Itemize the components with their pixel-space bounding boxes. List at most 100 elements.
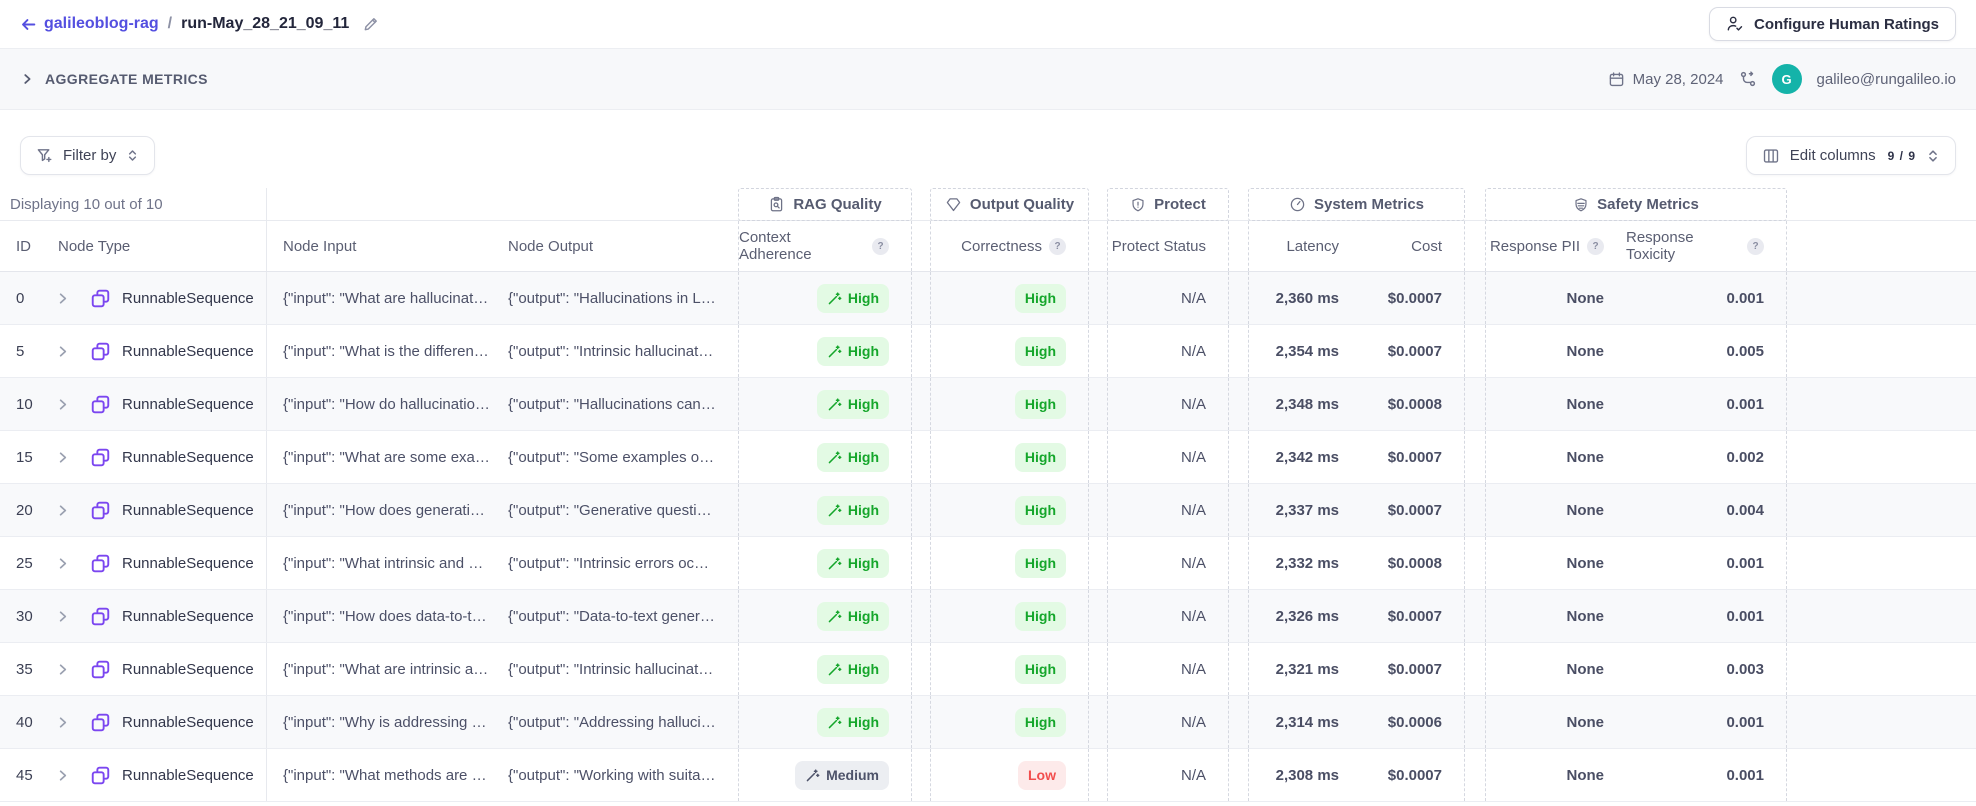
node-input-cell[interactable]: {"input": "What intrinsic and … [267,537,492,589]
copy-icon[interactable] [90,288,111,309]
node-output-cell[interactable]: {"output": "Addressing halluci… [492,696,738,748]
correctness-badge[interactable]: High [1014,707,1066,737]
context-adherence-badge[interactable]: High [816,442,889,472]
table-row[interactable]: 5 RunnableSequence {"input": "What is th… [0,325,1976,378]
table-row[interactable]: 15 RunnableSequence {"input": "What are … [0,431,1976,484]
copy-icon[interactable] [90,659,111,680]
correctness-badge[interactable]: Low [1018,760,1066,790]
help-icon[interactable]: ? [872,237,889,255]
table-row[interactable]: 40 RunnableSequence {"input": "Why is ad… [0,696,1976,749]
chevron-right-icon[interactable] [55,291,70,306]
correctness-badge[interactable]: High [1014,654,1066,684]
chevron-right-icon[interactable] [55,450,70,465]
table-row[interactable]: 45 RunnableSequence {"input": "What meth… [0,749,1976,802]
col-header-cost[interactable]: Cost [1361,221,1465,271]
avatar[interactable]: G [1771,64,1802,94]
col-header-id[interactable]: ID [16,237,31,255]
copy-icon[interactable] [90,341,111,362]
context-adherence-badge[interactable]: High [816,283,889,313]
table-row[interactable]: 35 RunnableSequence {"input": "What are … [0,643,1976,696]
context-adherence-badge[interactable]: High [816,548,889,578]
run-date-label: May 28, 2024 [1632,70,1724,88]
table-row[interactable]: 25 RunnableSequence {"input": "What intr… [0,537,1976,590]
col-header-response-toxicity[interactable]: Response Toxicity ? [1626,221,1787,271]
latency-value: 2,314 ms [1275,713,1339,731]
col-header-response-pii[interactable]: Response PII ? [1485,221,1626,271]
col-header-correctness[interactable]: Correctness ? [930,221,1089,271]
node-input-cell[interactable]: {"input": "What methods are … [267,749,492,801]
col-header-context-adherence[interactable]: Context Adherence ? [738,221,912,271]
table-row[interactable]: 10 RunnableSequence {"input": "How do ha… [0,378,1976,431]
node-output-cell[interactable]: {"output": "Intrinsic hallucinat… [492,325,738,377]
table-row[interactable]: 20 RunnableSequence {"input": "How does … [0,484,1976,537]
compare-runs-icon[interactable] [1739,70,1757,88]
help-icon[interactable]: ? [1587,237,1604,255]
edit-columns-button[interactable]: Edit columns 9 / 9 [1745,136,1956,175]
copy-icon[interactable] [90,447,111,468]
node-input-cell[interactable]: {"input": "What are intrinsic a… [267,643,492,695]
edit-icon[interactable] [362,15,380,33]
node-output-cell[interactable]: {"output": "Hallucinations in L… [492,272,738,324]
context-adherence-badge[interactable]: High [816,336,889,366]
project-link[interactable]: galileoblog-rag [20,15,159,33]
correctness-badge[interactable]: High [1014,442,1066,472]
node-output-cell[interactable]: {"output": "Intrinsic hallucinat… [492,643,738,695]
node-input-cell[interactable]: {"input": "How does data-to-t… [267,590,492,642]
node-input-cell[interactable]: {"input": "What are hallucinat… [267,272,492,324]
node-input-cell[interactable]: {"input": "What are some exa… [267,431,492,483]
copy-icon[interactable] [90,712,111,733]
row-spacer [1787,431,1976,483]
node-output-cell[interactable]: {"output": "Intrinsic errors oc… [492,537,738,589]
context-adherence-badge[interactable]: High [816,654,889,684]
node-output-cell[interactable]: {"output": "Generative questi… [492,484,738,536]
node-input-cell[interactable]: {"input": "Why is addressing … [267,696,492,748]
chevron-right-icon[interactable] [55,768,70,783]
node-output-cell[interactable]: {"output": "Data-to-text gener… [492,590,738,642]
context-adherence-badge[interactable]: High [816,389,889,419]
correctness-badge[interactable]: High [1014,336,1066,366]
col-header-protect-status[interactable]: Protect Status [1107,221,1229,271]
col-header-latency[interactable]: Latency [1248,221,1361,271]
context-adherence-badge[interactable]: Medium [795,760,889,790]
copy-icon[interactable] [90,553,111,574]
context-adherence-badge[interactable]: High [816,601,889,631]
filter-by-button[interactable]: Filter by [20,136,156,175]
col-header-node-type[interactable]: Node Type [46,221,267,271]
correctness-badge[interactable]: High [1014,283,1066,313]
context-adherence-value: High [847,661,879,677]
protect-status-value: N/A [1180,554,1206,572]
help-icon[interactable]: ? [1747,237,1764,255]
run-date[interactable]: May 28, 2024 [1608,71,1724,88]
wand-icon [827,503,842,518]
context-adherence-badge[interactable]: High [816,707,889,737]
col-header-node-input[interactable]: Node Input [283,237,357,255]
node-input-cell[interactable]: {"input": "How do hallucinatio… [267,378,492,430]
chevron-right-icon[interactable] [55,715,70,730]
chevron-right-icon[interactable] [55,556,70,571]
table-row[interactable]: 0 RunnableSequence {"input": "What are h… [0,272,1976,325]
chevron-right-icon[interactable] [55,662,70,677]
copy-icon[interactable] [90,500,111,521]
copy-icon[interactable] [90,765,111,786]
configure-human-ratings-button[interactable]: Configure Human Ratings [1708,7,1956,41]
node-input-cell[interactable]: {"input": "How does generati… [267,484,492,536]
node-output-cell[interactable]: {"output": "Hallucinations can… [492,378,738,430]
copy-icon[interactable] [90,606,111,627]
chevron-right-icon[interactable] [55,344,70,359]
copy-icon[interactable] [90,394,111,415]
node-output-cell[interactable]: {"output": "Working with suita… [492,749,738,801]
col-header-node-output[interactable]: Node Output [508,237,594,255]
correctness-badge[interactable]: High [1014,548,1066,578]
correctness-badge[interactable]: High [1014,389,1066,419]
chevron-right-icon[interactable] [55,503,70,518]
chevron-right-icon[interactable] [55,609,70,624]
help-icon[interactable]: ? [1049,237,1066,255]
table-row[interactable]: 30 RunnableSequence {"input": "How does … [0,590,1976,643]
correctness-badge[interactable]: High [1014,495,1066,525]
chevron-right-icon[interactable] [55,397,70,412]
node-input-cell[interactable]: {"input": "What is the differen… [267,325,492,377]
node-output-cell[interactable]: {"output": "Some examples o… [492,431,738,483]
correctness-badge[interactable]: High [1014,601,1066,631]
context-adherence-badge[interactable]: High [816,495,889,525]
aggregate-metrics-toggle[interactable]: AGGREGATE METRICS [20,71,208,87]
